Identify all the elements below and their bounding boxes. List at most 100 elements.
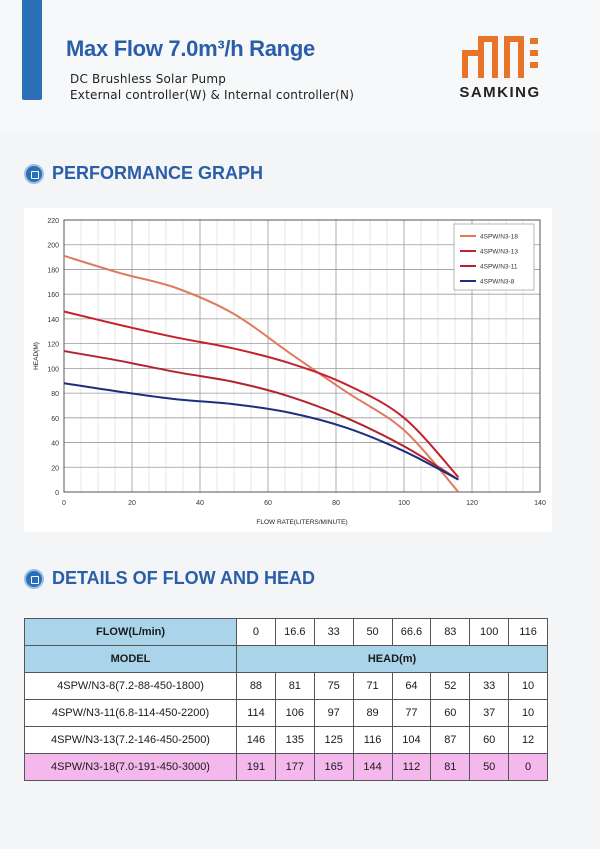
head-value-cell: 177 [274, 753, 315, 781]
details-heading-text: DETAILS OF FLOW AND HEAD [52, 568, 315, 588]
y-tick-label: 220 [47, 218, 59, 225]
table-row: 4SPW/N3-8(7.2-88-450-1800) 88 81 75 71 64 52 33… [24, 672, 548, 700]
table-header-row: FLOW(L/min) 0 16.6 33 50 66.6 83 100 116 [24, 618, 548, 646]
performance-chart-svg: 0 20 40 60 80 100 120 140 160 180 200 220 0 20 40 60 80 1… [33, 218, 546, 526]
x-axis-label: FLOW RATE(LITERS/MINUTE) [256, 519, 347, 526]
subtitle-line-2: External controller(W) & Internal contro… [70, 88, 355, 102]
model-cell: 4SPW/N3-11(6.8-114-450-2200) [24, 699, 237, 727]
flow-value-cell: 100 [469, 618, 510, 646]
head-value-cell: 144 [352, 753, 393, 781]
head-value-cell: 116 [352, 726, 393, 754]
x-tick-label: 120 [466, 500, 478, 507]
legend-entry: 4SPW/N3-13 [480, 249, 518, 256]
flow-value-cell: 83 [430, 618, 471, 646]
head-value-cell: 135 [274, 726, 315, 754]
y-tick-label: 160 [47, 292, 59, 299]
head-value-cell: 77 [391, 699, 432, 727]
flow-value-cell: 16.6 [274, 618, 315, 646]
y-tick-label: 200 [47, 243, 59, 250]
y-tick-label: 20 [51, 465, 59, 472]
head-value-cell: 146 [236, 726, 276, 754]
x-tick-label: 80 [332, 500, 340, 507]
head-value-cell: 104 [391, 726, 432, 754]
head-value-cell: 52 [430, 672, 471, 700]
legend-entry: 4SPW/N3-18 [480, 234, 518, 241]
flow-value-cell: 0 [236, 618, 276, 646]
table-row: 4SPW/N3-11(6.8-114-450-2200) 114 106 97 89 77… [24, 699, 548, 727]
section-bullet-icon [24, 568, 44, 589]
performance-heading-text: PERFORMANCE GRAPH [52, 163, 264, 183]
flow-label-cell: FLOW(L/min) [24, 618, 237, 646]
table-row: 4SPW/N3-18(7.0-191-450-3000) 191 177 165 144… [24, 753, 548, 781]
head-value-cell: 60 [430, 699, 471, 727]
flow-head-table: FLOW(L/min) 0 16.6 33 50 66.6 83 100 116 MODEL HEA… [24, 618, 548, 781]
table-row: 4SPW/N3-13(7.2-146-450-2500) 146 135 125 116… [24, 726, 548, 754]
details-section-heading: DETAILS OF FLOW AND HEAD [24, 568, 315, 589]
x-tick-label: 20 [128, 500, 136, 507]
performance-section-heading: PERFORMANCE GRAPH [24, 163, 263, 184]
y-axis-label: HEAD(M) [33, 342, 40, 370]
series-line [63, 350, 459, 481]
series-line [63, 254, 460, 493]
flow-value-cell: 66.6 [391, 618, 432, 646]
model-cell: 4SPW/N3-13(7.2-146-450-2500) [24, 726, 237, 754]
head-value-cell: 112 [391, 753, 432, 781]
head-value-cell: 88 [236, 672, 276, 700]
head-value-cell: 165 [313, 753, 354, 781]
head-label-cell: HEAD(m) [236, 645, 548, 673]
y-tick-label: 0 [55, 490, 59, 497]
head-value-cell: 71 [352, 672, 393, 700]
x-tick-label: 100 [398, 500, 410, 507]
y-tick-label: 100 [47, 366, 59, 373]
head-value-cell: 87 [430, 726, 471, 754]
head-value-cell: 10 [508, 699, 548, 727]
y-tick-label: 80 [51, 391, 59, 398]
x-tick-label: 0 [62, 500, 66, 507]
x-tick-label: 40 [196, 500, 204, 507]
head-value-cell: 81 [274, 672, 315, 700]
subtitle-line-1: DC Brushless Solar Pump [70, 72, 227, 86]
y-tick-label: 60 [51, 416, 59, 423]
head-value-cell: 60 [469, 726, 510, 754]
x-tick-label: 60 [264, 500, 272, 507]
head-value-cell: 191 [236, 753, 276, 781]
head-value-cell: 106 [274, 699, 315, 727]
plot-frame [63, 219, 541, 493]
series-line [63, 310, 460, 478]
head-value-cell: 97 [313, 699, 354, 727]
table-subheader-row: MODEL HEAD(m) [24, 645, 548, 673]
y-tick-label: 180 [47, 267, 59, 274]
legend-entry: 4SPW/N3-8 [480, 279, 515, 286]
head-value-cell: 12 [508, 726, 548, 754]
performance-chart: 0 20 40 60 80 100 120 140 160 180 200 220 0 20 40 60 80 1… [24, 208, 552, 532]
model-label-cell: MODEL [24, 645, 237, 673]
head-value-cell: 50 [469, 753, 510, 781]
section-bullet-icon [24, 163, 44, 184]
head-value-cell: 125 [313, 726, 354, 754]
header-band [0, 0, 600, 132]
head-value-cell: 10 [508, 672, 548, 700]
x-tick-label: 140 [534, 500, 546, 507]
page-title: Max Flow 7.0m³/h Range [66, 36, 315, 61]
head-value-cell: 0 [508, 753, 548, 781]
brand-name: SAMKING [459, 84, 541, 101]
series-line [63, 382, 459, 481]
y-tick-label: 40 [51, 441, 59, 448]
head-value-cell: 33 [469, 672, 510, 700]
y-tick-label: 140 [47, 317, 59, 324]
accent-bar [22, 0, 42, 100]
head-value-cell: 64 [391, 672, 432, 700]
head-value-cell: 89 [352, 699, 393, 727]
head-value-cell: 81 [430, 753, 471, 781]
y-tick-label: 120 [47, 342, 59, 349]
samking-logo-icon [462, 36, 538, 78]
head-value-cell: 75 [313, 672, 354, 700]
flow-value-cell: 116 [508, 618, 548, 646]
head-value-cell: 37 [469, 699, 510, 727]
model-cell: 4SPW/N3-18(7.0-191-450-3000) [24, 753, 237, 781]
model-cell: 4SPW/N3-8(7.2-88-450-1800) [24, 672, 237, 700]
head-value-cell: 114 [236, 699, 276, 727]
flow-value-cell: 33 [313, 618, 354, 646]
legend-entry: 4SPW/N3-11 [480, 264, 518, 271]
